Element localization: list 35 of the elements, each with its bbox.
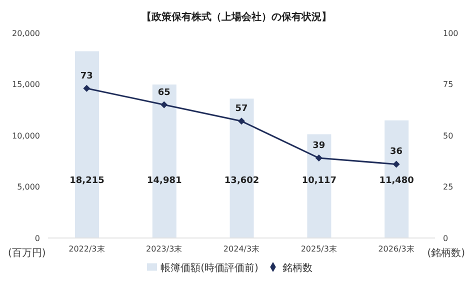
y2-tick-label: 0 xyxy=(443,234,448,243)
x-tick-label: 2024/3末 xyxy=(223,244,260,254)
data-label: 57 xyxy=(235,104,248,114)
y2-tick-label: 25 xyxy=(443,182,454,192)
data-label: 13,602 xyxy=(224,176,260,186)
data-label: 14,981 xyxy=(147,176,182,186)
point xyxy=(392,160,400,168)
data-label: 65 xyxy=(158,88,170,98)
y-tick-label: 5,000 xyxy=(17,182,40,192)
point xyxy=(160,101,168,108)
data-label: 39 xyxy=(312,141,326,152)
data-label: 36 xyxy=(390,147,403,158)
data-label: 10,117 xyxy=(302,176,337,186)
y-tick-label: 0 xyxy=(34,234,40,243)
legend-label: 帳簿価額(時価評価前) xyxy=(160,263,258,274)
y-axis-title: (百万円) xyxy=(8,247,46,260)
data-label: 73 xyxy=(80,71,93,82)
y2-axis-title: (銘柄数) xyxy=(427,246,465,260)
point xyxy=(83,84,90,92)
point xyxy=(315,154,322,162)
data-label: 11,480 xyxy=(379,176,414,186)
y2-tick-label: 100 xyxy=(443,28,458,38)
data-label: 18,215 xyxy=(70,176,104,186)
y2-tick-label: 50 xyxy=(443,131,454,140)
x-tick-label: 2022/3末 xyxy=(68,244,105,254)
legend-label: 銘柄数 xyxy=(282,263,312,274)
x-tick-label: 2025/3末 xyxy=(300,244,337,254)
y-tick-label: 20,000 xyxy=(12,28,40,38)
point xyxy=(238,118,245,125)
chart-title: 【政策保有株式（上場会社）の保有状況】 xyxy=(140,10,332,24)
x-tick-label: 2026/3末 xyxy=(378,244,414,254)
y2-tick-label: 75 xyxy=(443,80,454,90)
x-tick-label: 2023/3末 xyxy=(146,244,182,254)
y-tick-label: 10,000 xyxy=(12,131,40,140)
y-tick-label: 15,000 xyxy=(12,80,40,90)
